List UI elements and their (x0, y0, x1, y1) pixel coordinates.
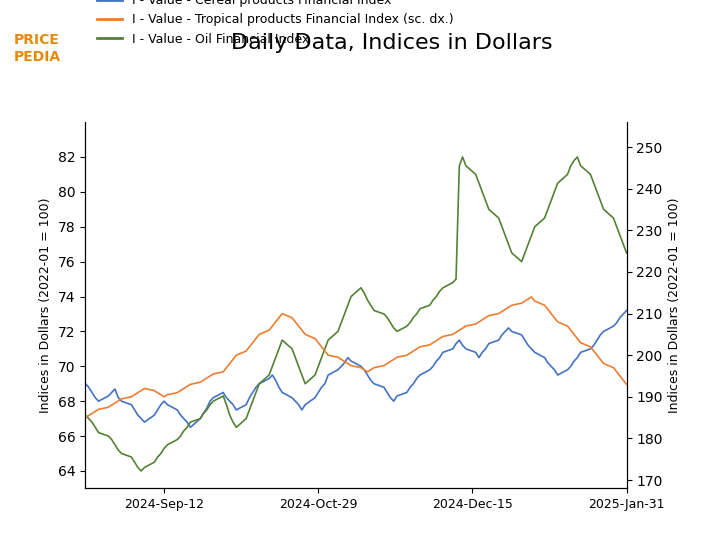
Legend: I - Value - Cereal products Financial Index, I - Value - Tropical products Finan: I - Value - Cereal products Financial In… (92, 0, 459, 51)
Y-axis label: Indices in Dollars (2022-01 = 100): Indices in Dollars (2022-01 = 100) (669, 198, 681, 413)
Text: PRICE
PEDIA: PRICE PEDIA (14, 33, 61, 63)
Y-axis label: Indices in Dollars (2022-01 = 100): Indices in Dollars (2022-01 = 100) (39, 198, 53, 413)
Text: Daily Data, Indices in Dollars: Daily Data, Indices in Dollars (231, 33, 553, 53)
